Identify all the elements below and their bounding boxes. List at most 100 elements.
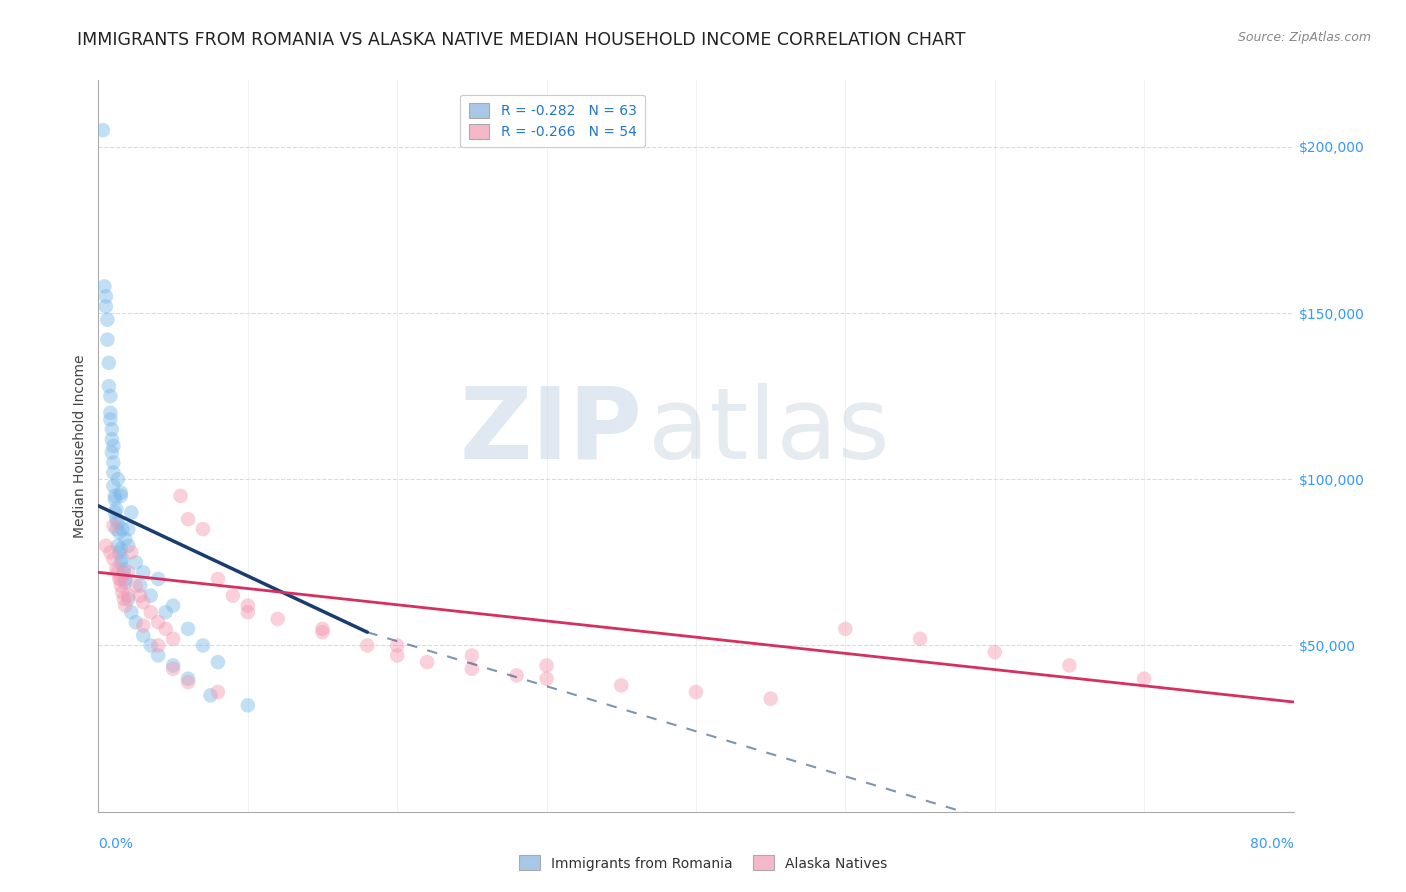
Point bbox=[98, 412, 122, 426]
Point bbox=[97, 379, 120, 393]
Point bbox=[685, 685, 707, 699]
Point bbox=[222, 589, 245, 603]
Text: Source: ZipAtlas.com: Source: ZipAtlas.com bbox=[1237, 31, 1371, 45]
Point bbox=[105, 512, 128, 526]
Point bbox=[110, 572, 132, 586]
Point bbox=[148, 648, 170, 663]
Point bbox=[162, 632, 184, 646]
Point bbox=[236, 599, 259, 613]
Text: 0.0%: 0.0% bbox=[98, 838, 134, 851]
Point bbox=[129, 579, 152, 593]
Point bbox=[110, 579, 132, 593]
Point bbox=[125, 555, 148, 569]
Point bbox=[110, 489, 132, 503]
Point bbox=[311, 625, 333, 640]
Point bbox=[267, 612, 290, 626]
Point bbox=[177, 512, 200, 526]
Point bbox=[356, 639, 378, 653]
Point bbox=[103, 479, 125, 493]
Point bbox=[1059, 658, 1081, 673]
Point bbox=[177, 675, 200, 690]
Point bbox=[461, 662, 484, 676]
Point bbox=[104, 506, 127, 520]
Point bbox=[111, 522, 134, 536]
Y-axis label: Median Household Income: Median Household Income bbox=[73, 354, 87, 538]
Point bbox=[908, 632, 931, 646]
Point bbox=[112, 591, 135, 606]
Point bbox=[385, 639, 409, 653]
Point bbox=[96, 312, 118, 326]
Point bbox=[177, 672, 200, 686]
Point bbox=[94, 289, 117, 303]
Point bbox=[107, 566, 129, 580]
Point bbox=[162, 599, 184, 613]
Point bbox=[506, 668, 529, 682]
Point bbox=[103, 466, 125, 480]
Point bbox=[110, 485, 132, 500]
Point bbox=[191, 522, 214, 536]
Point bbox=[132, 566, 155, 580]
Point bbox=[117, 566, 139, 580]
Point bbox=[120, 605, 142, 619]
Point bbox=[148, 615, 170, 630]
Point bbox=[103, 518, 125, 533]
Point bbox=[139, 589, 162, 603]
Point bbox=[101, 422, 124, 436]
Point bbox=[94, 299, 117, 313]
Point bbox=[104, 492, 127, 507]
Point bbox=[162, 662, 184, 676]
Point bbox=[177, 622, 200, 636]
Point bbox=[108, 525, 131, 540]
Legend: Immigrants from Romania, Alaska Natives: Immigrants from Romania, Alaska Natives bbox=[513, 850, 893, 876]
Point bbox=[114, 572, 136, 586]
Point bbox=[148, 572, 170, 586]
Point bbox=[117, 591, 139, 606]
Point bbox=[536, 672, 558, 686]
Point bbox=[108, 572, 131, 586]
Point bbox=[416, 655, 439, 669]
Point bbox=[311, 622, 333, 636]
Text: IMMIGRANTS FROM ROMANIA VS ALASKA NATIVE MEDIAN HOUSEHOLD INCOME CORRELATION CHA: IMMIGRANTS FROM ROMANIA VS ALASKA NATIVE… bbox=[77, 31, 966, 49]
Point bbox=[97, 356, 120, 370]
Point bbox=[103, 552, 125, 566]
Point bbox=[207, 572, 229, 586]
Point bbox=[125, 579, 148, 593]
Point bbox=[536, 658, 558, 673]
Legend: R = -0.282   N = 63, R = -0.266   N = 54: R = -0.282 N = 63, R = -0.266 N = 54 bbox=[460, 95, 645, 147]
Point bbox=[236, 605, 259, 619]
Point bbox=[94, 539, 117, 553]
Point bbox=[98, 389, 122, 403]
Point bbox=[155, 605, 177, 619]
Point bbox=[107, 516, 129, 530]
Point bbox=[98, 406, 122, 420]
Point bbox=[120, 545, 142, 559]
Point bbox=[132, 628, 155, 642]
Point bbox=[111, 552, 134, 566]
Point bbox=[96, 333, 118, 347]
Text: atlas: atlas bbox=[648, 383, 890, 480]
Point bbox=[110, 555, 132, 569]
Point bbox=[834, 622, 856, 636]
Point bbox=[139, 639, 162, 653]
Point bbox=[98, 545, 122, 559]
Point bbox=[129, 589, 152, 603]
Point bbox=[759, 691, 782, 706]
Point bbox=[105, 502, 128, 516]
Point bbox=[91, 123, 114, 137]
Point bbox=[155, 622, 177, 636]
Point bbox=[236, 698, 259, 713]
Point bbox=[139, 605, 162, 619]
Point bbox=[107, 539, 129, 553]
Point bbox=[132, 618, 155, 632]
Point bbox=[117, 539, 139, 553]
Point bbox=[103, 456, 125, 470]
Point bbox=[984, 645, 1007, 659]
Point bbox=[112, 562, 135, 576]
Point bbox=[112, 566, 135, 580]
Text: 80.0%: 80.0% bbox=[1250, 838, 1294, 851]
Point bbox=[101, 433, 124, 447]
Point bbox=[169, 489, 191, 503]
Point bbox=[107, 472, 129, 486]
Point bbox=[610, 678, 633, 692]
Point bbox=[148, 639, 170, 653]
